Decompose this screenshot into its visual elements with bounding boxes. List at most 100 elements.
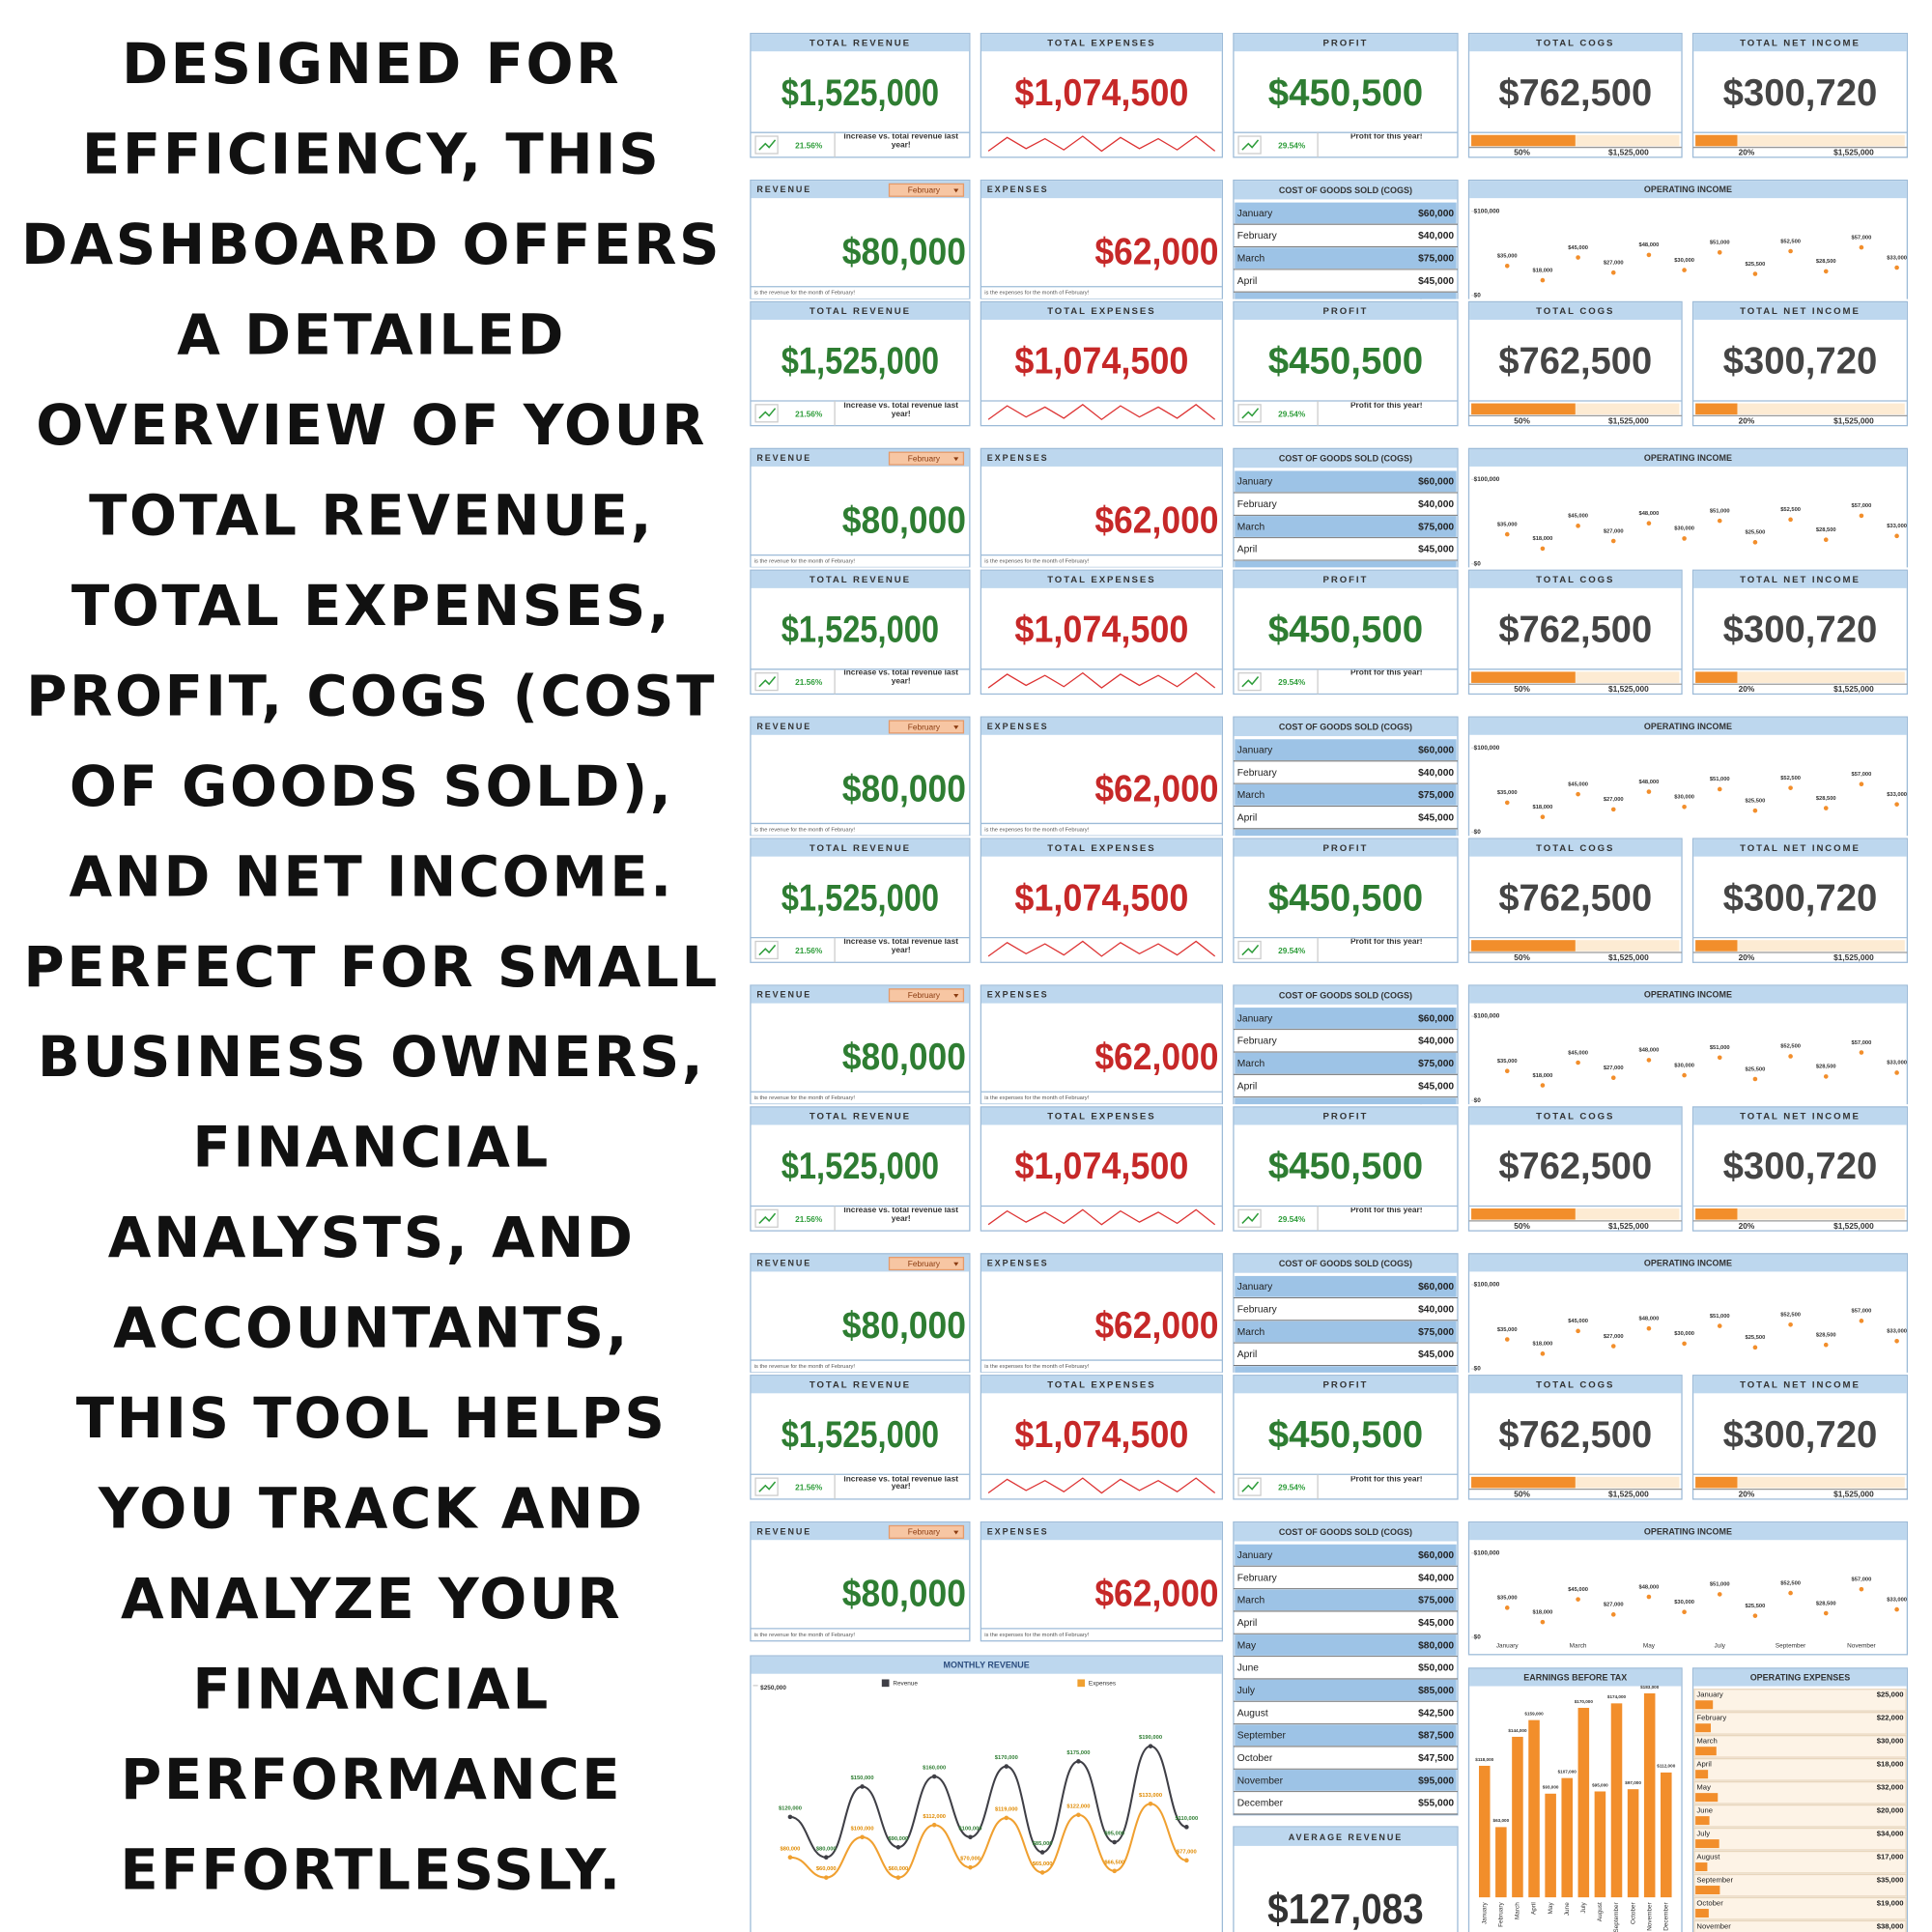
data-label: $120,000 bbox=[779, 1805, 802, 1811]
kpi-change: 29.54% bbox=[1278, 946, 1306, 955]
cogs-month: January bbox=[1237, 209, 1273, 219]
share-label: 20% bbox=[1739, 148, 1755, 157]
data-label: $63,000 bbox=[1493, 1818, 1510, 1823]
bar bbox=[1643, 1692, 1656, 1898]
row-label: June bbox=[1696, 1805, 1713, 1814]
x-tick-label: January bbox=[1481, 1901, 1488, 1924]
point-label: $48,000 bbox=[1639, 1584, 1660, 1590]
month-dropdown[interactable]: February bbox=[888, 183, 965, 197]
point-label: $25,500 bbox=[1746, 798, 1766, 804]
op-income-card bbox=[1467, 716, 1909, 837]
point bbox=[895, 1844, 901, 1850]
kpi-value: $1,074,500 bbox=[1014, 610, 1188, 651]
point bbox=[1682, 804, 1687, 810]
expenses-note: is the expenses for the month of Februar… bbox=[984, 1633, 1089, 1638]
cogs-month: February bbox=[1237, 499, 1278, 510]
kpi-value: $1,074,500 bbox=[1014, 72, 1188, 114]
month-dropdown[interactable]: February bbox=[888, 1524, 965, 1539]
point-label: $28,500 bbox=[1816, 1601, 1836, 1606]
cogs-header bbox=[1234, 717, 1458, 737]
point-label: $30,000 bbox=[1674, 526, 1694, 532]
cogs-row bbox=[1235, 807, 1457, 829]
cogs-month: February bbox=[1237, 231, 1278, 242]
cogs-month: October bbox=[1237, 1753, 1273, 1764]
cogs-amount: $95,000 bbox=[1418, 1239, 1454, 1250]
bar bbox=[1695, 1770, 1709, 1779]
cogs-row bbox=[1235, 538, 1457, 560]
kpi-header bbox=[751, 570, 970, 588]
month-dropdown[interactable]: February bbox=[888, 451, 965, 466]
cogs-amount: $45,000 bbox=[1418, 1081, 1454, 1092]
dropdown-caret bbox=[953, 1530, 959, 1535]
point-label: $51,000 bbox=[1710, 1314, 1730, 1320]
cogs-month: July bbox=[1237, 1686, 1256, 1696]
point bbox=[1504, 531, 1510, 537]
point bbox=[1788, 785, 1793, 790]
kpi-title: TOTAL REVENUE bbox=[810, 575, 911, 585]
month-dropdown[interactable]: February bbox=[888, 1257, 965, 1271]
row-value: $19,000 bbox=[1877, 1898, 1904, 1907]
kpi-header bbox=[1469, 34, 1682, 52]
point bbox=[1859, 1319, 1864, 1323]
cogs-row bbox=[1235, 1233, 1456, 1254]
month-dropdown[interactable]: February bbox=[888, 988, 965, 1003]
cogs-header bbox=[1234, 1522, 1458, 1542]
expenses-note: is the expenses for the month of Februar… bbox=[984, 827, 1089, 833]
cogs-month: November bbox=[1237, 434, 1284, 444]
expenses-card bbox=[980, 179, 1224, 299]
data-label: $85,000 bbox=[1033, 1841, 1053, 1847]
point-label: $57,000 bbox=[1852, 1577, 1872, 1582]
point bbox=[1682, 1609, 1687, 1615]
data-label: $112,000 bbox=[923, 1814, 946, 1820]
op-income-header bbox=[1469, 985, 1907, 1004]
note: Increase vs. total revenue last year! bbox=[843, 1208, 958, 1223]
point bbox=[1148, 1801, 1153, 1806]
cogs-amount: $50,000 bbox=[1418, 1663, 1454, 1674]
point-label: $51,000 bbox=[1710, 777, 1730, 782]
dropdown-chip bbox=[888, 720, 965, 734]
row-label: July bbox=[1696, 1829, 1710, 1837]
share-label: 50% bbox=[1514, 415, 1530, 425]
point bbox=[1788, 248, 1793, 254]
cogs-amount: $75,000 bbox=[1418, 522, 1454, 532]
cogs-title: COST OF GOODS SOLD (COGS) bbox=[1279, 454, 1412, 464]
point-label: $45,000 bbox=[1568, 781, 1588, 787]
cogs-title: COST OF GOODS SOLD (COGS) bbox=[1279, 1259, 1412, 1268]
cogs-month: May bbox=[1237, 298, 1257, 309]
avg-header bbox=[1234, 1827, 1458, 1846]
bar bbox=[1661, 1772, 1672, 1898]
dropdown-chip bbox=[888, 1257, 965, 1271]
kpi-value: $450,500 bbox=[1268, 610, 1423, 651]
point-label: $30,000 bbox=[1674, 1331, 1694, 1337]
month-dropdown[interactable]: February bbox=[888, 720, 965, 734]
chart-title: OPERATING EXPENSES bbox=[1750, 1673, 1851, 1683]
kpi-row: TOTAL REVENUE $1,525,000 21.56% Increase vs… bbox=[750, 569, 1908, 696]
cogs-month: April bbox=[1237, 1618, 1258, 1629]
kpi-card bbox=[1233, 838, 1459, 963]
sparkline bbox=[987, 404, 1216, 421]
revenue-note: is the revenue for the month of February… bbox=[754, 827, 856, 833]
point bbox=[1894, 533, 1899, 539]
kpi-change: 21.56% bbox=[795, 140, 823, 150]
point-label: $45,000 bbox=[1568, 1587, 1588, 1593]
data-label: $110,000 bbox=[1175, 1816, 1198, 1822]
dropdown-value: February bbox=[908, 722, 941, 731]
point bbox=[1752, 540, 1758, 545]
point-label: $25,500 bbox=[1746, 1604, 1766, 1609]
point bbox=[1752, 271, 1758, 276]
dropdown-caret bbox=[953, 1262, 959, 1266]
expenses-value: $62,000 bbox=[1094, 1305, 1218, 1347]
point-label: $48,000 bbox=[1639, 1048, 1660, 1054]
op-income-header bbox=[1469, 1254, 1907, 1272]
kpi-title: TOTAL COGS bbox=[1536, 306, 1614, 317]
row-value: $34,000 bbox=[1877, 1829, 1904, 1837]
trend-arrow bbox=[758, 944, 777, 956]
cogs-amount: $45,000 bbox=[1418, 812, 1454, 823]
cogs-row bbox=[1235, 1343, 1457, 1365]
kpi-value: $762,500 bbox=[1498, 1414, 1652, 1456]
headline-line: DASHBOARD OFFERS bbox=[21, 212, 722, 277]
cogs-amount: $45,000 bbox=[1418, 276, 1454, 287]
kpi-header bbox=[981, 1376, 1222, 1394]
cogs-amount: $40,000 bbox=[1418, 1037, 1454, 1047]
point-label: $28,500 bbox=[1816, 796, 1836, 802]
